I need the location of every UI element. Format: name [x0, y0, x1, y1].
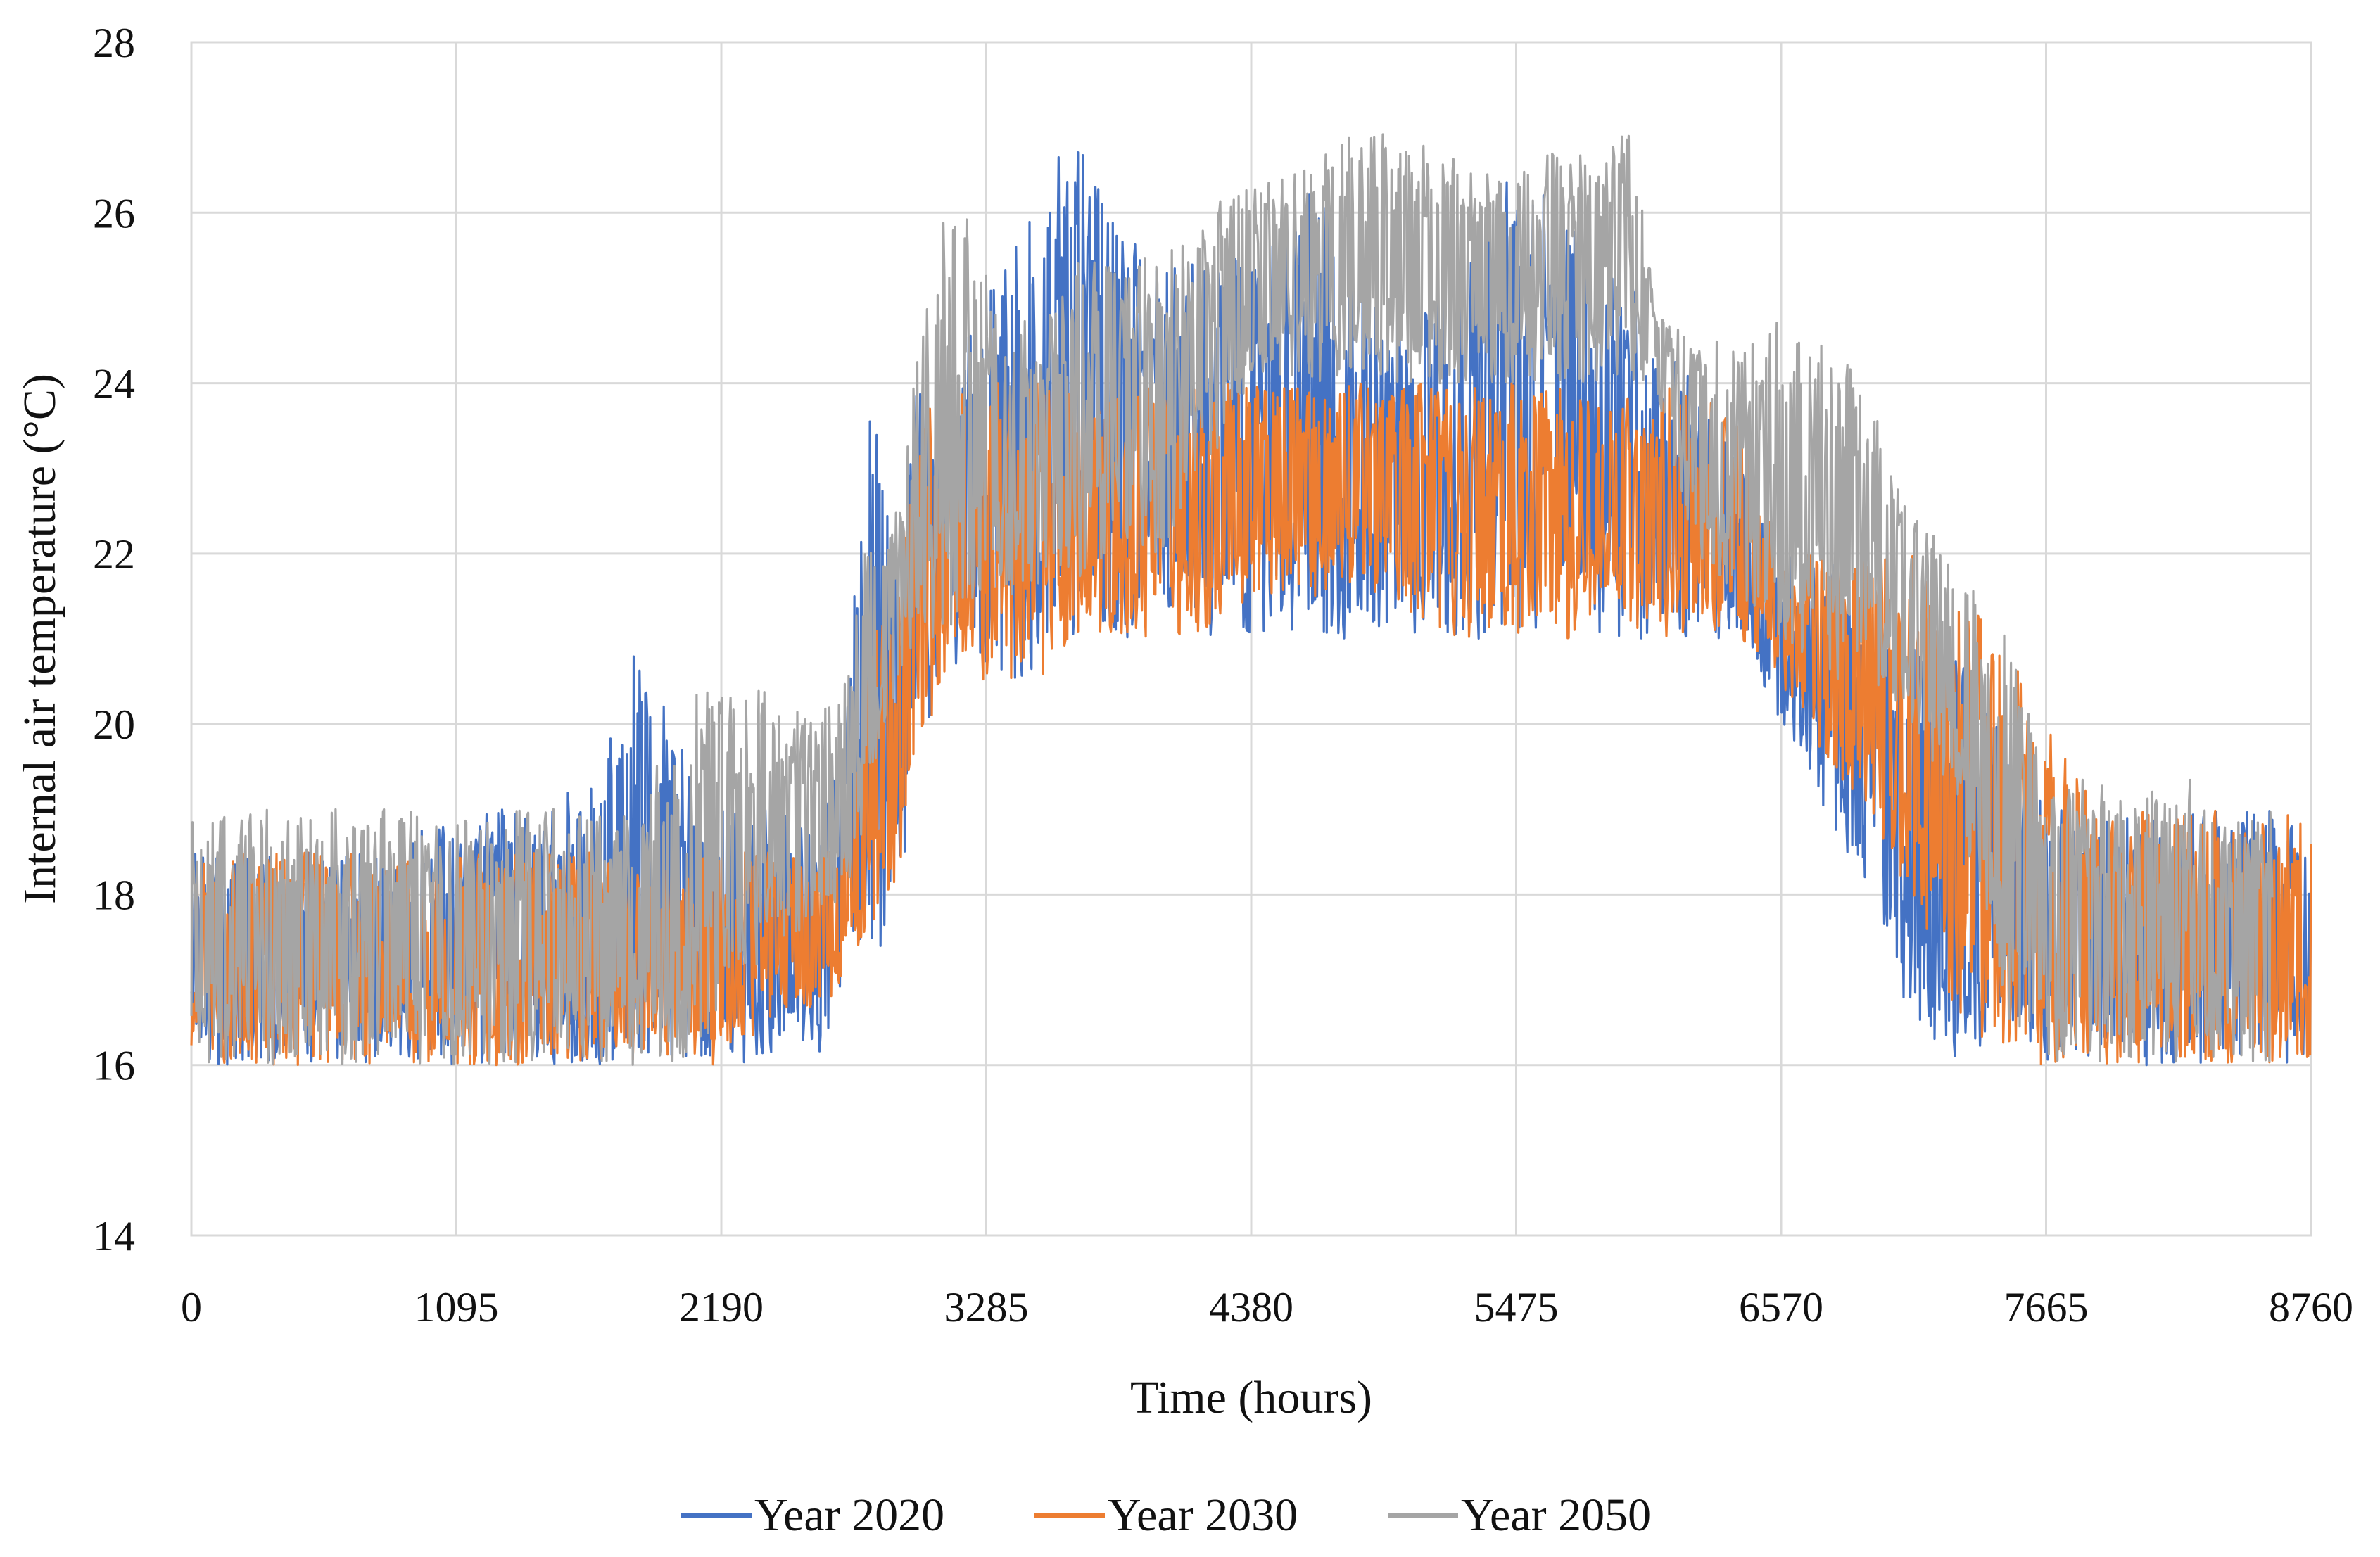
x-tick-label: 0 — [181, 1284, 202, 1330]
x-tick-label: 5475 — [1474, 1284, 1559, 1330]
y-tick-label: 16 — [93, 1043, 135, 1089]
legend-label-year-2030: Year 2030 — [1108, 1489, 1298, 1541]
y-tick-label: 24 — [93, 361, 135, 407]
series-layer — [190, 133, 2312, 1067]
x-tick-label: 6570 — [1739, 1284, 1823, 1330]
y-axis-title: Internal air temperature (°C) — [14, 374, 65, 904]
y-tick-label: 22 — [93, 531, 135, 578]
legend-item-year-2030: Year 2030 — [1034, 1489, 1298, 1541]
x-tick-label: 8760 — [2269, 1284, 2353, 1330]
x-tick-label: 2190 — [679, 1284, 764, 1330]
x-tick-label: 3285 — [944, 1284, 1029, 1330]
legend: Year 2020 Year 2030 Year 2050 — [681, 1489, 1651, 1541]
x-tick-label: 7665 — [2004, 1284, 2089, 1330]
y-axis-tick-labels: 14 16 18 20 22 24 26 28 — [93, 20, 135, 1259]
legend-label-year-2050: Year 2050 — [1461, 1489, 1651, 1541]
x-axis-tick-labels: 0 1095 2190 3285 4380 5475 6570 7665 8760 — [181, 1284, 2353, 1330]
y-tick-label: 28 — [93, 20, 135, 66]
y-tick-label: 18 — [93, 872, 135, 918]
legend-item-year-2050: Year 2050 — [1388, 1489, 1651, 1541]
y-tick-label: 26 — [93, 190, 135, 236]
plot-area-frame — [190, 41, 2312, 1237]
y-tick-label: 20 — [93, 701, 135, 748]
series-line-year-2050 — [190, 133, 2274, 1066]
x-tick-label: 4380 — [1209, 1284, 1293, 1330]
legend-label-year-2020: Year 2020 — [754, 1489, 944, 1541]
x-tick-label: 1095 — [414, 1284, 499, 1330]
y-tick-label: 14 — [93, 1213, 135, 1259]
legend-item-year-2020: Year 2020 — [681, 1489, 944, 1541]
x-axis-title: Time (hours) — [1130, 1372, 1372, 1423]
